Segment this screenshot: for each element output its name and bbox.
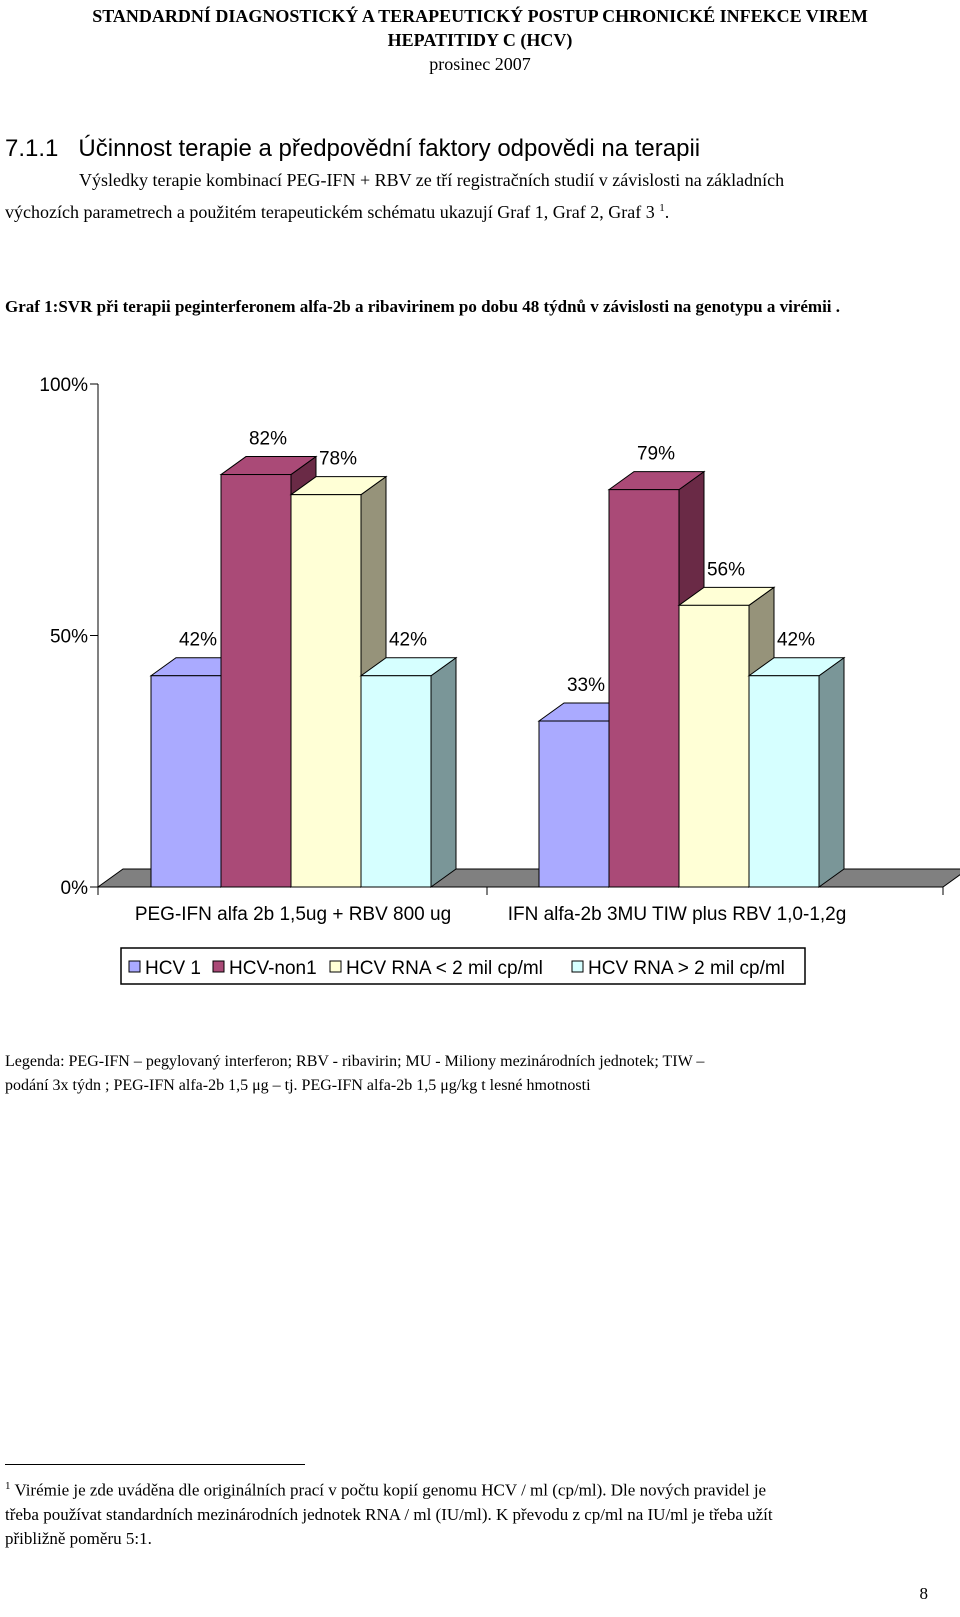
footnote-separator	[5, 1464, 305, 1465]
intro-line1: Výsledky terapie kombinací PEG-IFN + RBV…	[79, 170, 785, 190]
data-label: 82%	[249, 429, 287, 450]
intro-paragraph: Výsledky terapie kombinací PEG-IFN + RBV…	[5, 166, 931, 226]
legend-entry: HCV RNA < 2 mil cp/ml	[346, 958, 543, 979]
intro-line2: výchozích parametrech a použitém terapeu…	[5, 202, 670, 222]
data-label: 42%	[179, 630, 217, 651]
intro-footnote-ref: 1	[659, 202, 665, 214]
legend-entry: HCV RNA > 2 mil cp/ml	[588, 958, 785, 979]
figure-caption: Graf 1:SVR při terapii peginterferonem a…	[5, 297, 841, 316]
y-tick-label: 50%	[50, 627, 88, 648]
footnote-marker: 1	[5, 1480, 11, 1492]
svr-bar-chart: 100% 50% 0% 42% 33% 82% 79% 78% 56% 42% 42% PEG-IF…	[39, 375, 960, 985]
data-label: 79%	[637, 444, 675, 465]
legend-note-line1: Legenda: PEG-IFN – pegylovaný interferon…	[5, 1053, 705, 1070]
bar-4-2	[748, 675, 820, 888]
data-label: 42%	[389, 630, 427, 651]
y-tick-label: 0%	[61, 878, 89, 899]
bar-4-1	[360, 675, 432, 888]
bar-side	[430, 656, 457, 888]
bar-2-2	[608, 489, 680, 888]
data-label: 56%	[707, 559, 745, 580]
bar-3-1	[290, 494, 362, 888]
document-header-line1: STANDARDNÍ DIAGNOSTICKÝ A TERAPEUTICKÝ P…	[92, 6, 868, 26]
legend-swatch	[128, 960, 141, 973]
legend-swatch	[329, 960, 342, 973]
legend-entry: HCV 1	[145, 958, 201, 979]
bar-1-1	[150, 675, 222, 888]
legend-note: Legenda: PEG-IFN – pegylovaný interferon…	[5, 1050, 935, 1098]
x-category-label: IFN alfa-2b 3MU TIW plus RBV 1,0-1,2g	[508, 904, 847, 925]
section-heading: 7.1.1 Účinnost terapie a předpovědní fak…	[5, 134, 700, 164]
section-title: Účinnost terapie a předpovědní faktory o…	[78, 135, 701, 162]
bar-2-1	[220, 474, 292, 888]
document-header-line2: HEPATITIDY C (HCV)	[387, 30, 573, 50]
legend-swatch	[212, 960, 225, 973]
legend-note-line2: podání 3x týdn ; PEG-IFN alfa-2b 1,5 μg …	[5, 1077, 591, 1094]
y-tick-label: 100%	[39, 375, 88, 396]
data-label: 78%	[319, 449, 357, 470]
bar-side	[818, 656, 845, 888]
footnote-line1: 1 Virémie je zde uváděna dle originálníc…	[5, 1480, 767, 1500]
chart-legend-box	[120, 947, 806, 985]
document-date: prosinec 2007	[429, 54, 531, 74]
data-label: 42%	[777, 630, 815, 651]
legend-swatch	[571, 960, 584, 973]
page-number: 8	[919, 1584, 929, 1603]
legend-entry: HCV-non1	[229, 958, 317, 979]
bar-1-2	[538, 720, 610, 888]
footnote-line2: třeba používat standardních mezinárodníc…	[5, 1504, 773, 1524]
x-category-label: PEG-IFN alfa 2b 1,5ug + RBV 800 ug	[135, 904, 451, 925]
section-number: 7.1.1	[5, 135, 59, 162]
footnote: 1 Virémie je zde uváděna dle originálníc…	[5, 1474, 940, 1551]
bar-3-2	[678, 604, 750, 888]
data-label: 33%	[567, 675, 605, 696]
footnote-line3: přibližně poměru 5:1.	[5, 1528, 152, 1548]
